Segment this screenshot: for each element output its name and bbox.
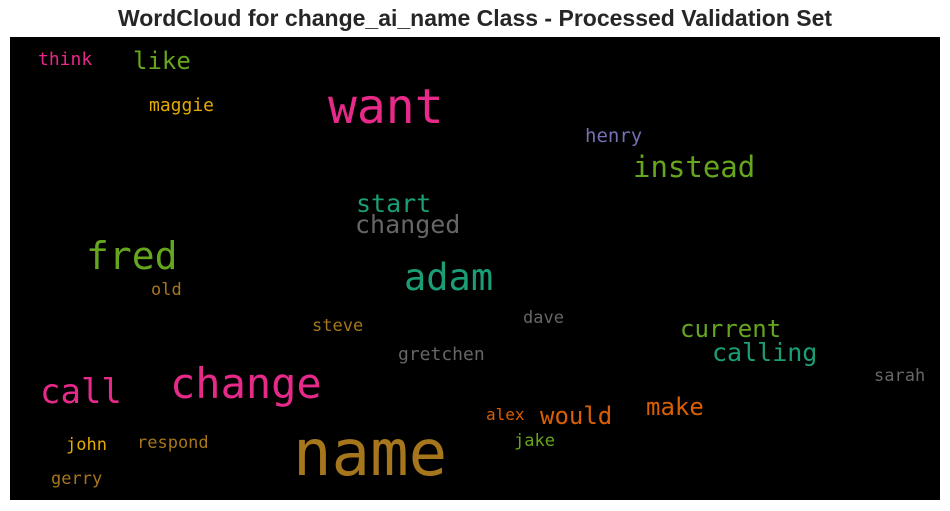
word-think: think	[38, 49, 93, 70]
word-old: old	[151, 280, 182, 300]
word-jake: jake	[514, 431, 555, 451]
word-make: make	[646, 393, 704, 421]
word-gerry: gerry	[51, 469, 103, 489]
word-changed: changed	[355, 210, 461, 239]
word-calling: calling	[712, 338, 818, 367]
word-would: would	[540, 402, 613, 430]
word-gretchen: gretchen	[398, 344, 485, 365]
word-change: change	[170, 359, 322, 408]
word-instead: instead	[633, 150, 756, 184]
wordcloud-canvas: name want change fred adam call instead calling…	[10, 37, 940, 500]
chart-title: WordCloud for change_ai_name Class - Pro…	[117, 5, 833, 31]
word-alex: alex	[486, 405, 525, 424]
word-name: name	[293, 417, 448, 491]
word-john: john	[66, 435, 107, 455]
word-want: want	[328, 79, 444, 135]
word-henry: henry	[585, 125, 643, 147]
word-like: like	[133, 47, 191, 75]
word-steve: steve	[312, 316, 364, 336]
word-fred: fred	[86, 234, 178, 278]
word-sarah: sarah	[874, 366, 926, 386]
word-adam: adam	[404, 256, 494, 299]
word-maggie: maggie	[149, 95, 215, 116]
word-respond: respond	[137, 433, 209, 453]
word-call: call	[40, 372, 122, 412]
word-start: start	[356, 189, 432, 218]
word-dave: dave	[523, 308, 564, 328]
word-current: current	[680, 315, 782, 343]
